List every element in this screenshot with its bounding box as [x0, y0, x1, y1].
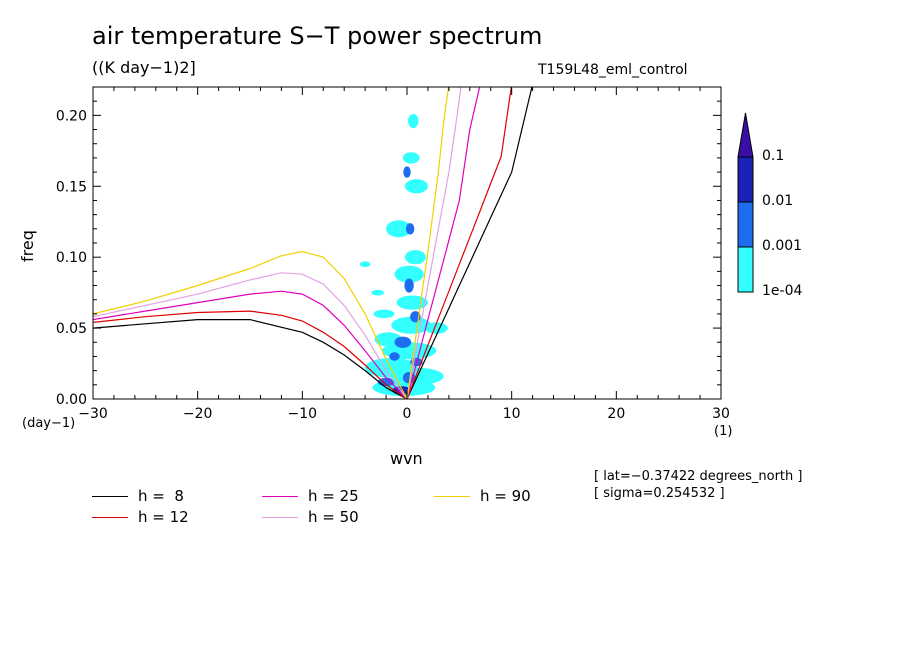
power-contour-22	[389, 352, 400, 361]
y-tick-label-2: 0.10	[56, 250, 87, 266]
y-tick-label-4: 0.20	[56, 108, 87, 124]
legend-line-swatch	[262, 496, 298, 497]
colorbar-extend-triangle	[737, 112, 754, 158]
power-contour-2	[404, 179, 428, 194]
power-contour-4	[404, 250, 426, 265]
legend-entry: h = 8	[92, 487, 184, 505]
legend-label: h = 8	[138, 487, 184, 505]
power-contour-0	[408, 113, 419, 129]
dispersion-curve-kelvin-3	[406, 87, 462, 399]
y-axis-units: (day−1)	[22, 416, 76, 431]
chart-title: air temperature S−T power spectrum	[92, 22, 543, 50]
x-tick-label-1: −20	[183, 406, 213, 422]
dispersion-curve-rossby-0	[93, 319, 408, 399]
x-tick-label-3: 0	[403, 406, 412, 422]
dispersion-curve-kelvin-0	[406, 87, 533, 399]
colorbar-level-label: 0.001	[762, 238, 803, 254]
legend-entry: h = 50	[262, 508, 359, 526]
x-tick-label-2: −10	[288, 406, 318, 422]
dispersion-curve-kelvin-1	[406, 87, 512, 399]
legend-entry: h = 25	[262, 487, 359, 505]
chart-units-subtitle: ((K day−1)2]	[92, 58, 196, 77]
latitude-annotation: [ lat=−0.37422 degrees_north ]	[594, 469, 803, 484]
power-contour-11	[424, 322, 448, 334]
sigma-annotation: [ sigma=0.254532 ]	[594, 486, 725, 501]
colorbar-band-0	[737, 246, 754, 293]
power-contour-3	[386, 220, 412, 238]
x-tick-label-4: 10	[503, 406, 521, 422]
x-axis-label: wvn	[390, 449, 423, 468]
legend-label: h = 25	[308, 487, 359, 505]
dispersion-curve-rossby-4	[93, 250, 408, 399]
x-tick-label-5: 20	[607, 406, 625, 422]
power-contour-6	[371, 289, 384, 296]
power-contour-21	[394, 336, 412, 348]
legend-line-swatch	[262, 517, 298, 518]
legend-label: h = 90	[480, 487, 531, 505]
dispersion-curve-rossby-3	[93, 272, 408, 399]
x-tick-label-0: −30	[78, 406, 108, 422]
colorbar-band-1	[737, 201, 754, 248]
power-contour-18	[405, 223, 415, 235]
dispersion-curve-rossby-2	[93, 290, 408, 399]
legend-line-swatch	[92, 517, 128, 518]
colorbar-level-label: 0.01	[762, 193, 794, 209]
y-tick-label-3: 0.15	[56, 179, 87, 195]
colorbar-level-label: 0.1	[762, 148, 785, 164]
colorbar-level-label: 1e-04	[762, 283, 803, 299]
legend-entry: h = 90	[434, 487, 531, 505]
colorbar-band-2	[737, 156, 754, 203]
y-tick-label-1: 0.05	[56, 321, 87, 337]
power-contour-8	[396, 295, 428, 310]
power-contour-5	[359, 261, 371, 268]
power-contour-17	[403, 166, 411, 178]
legend-label: h = 50	[308, 508, 359, 526]
power-contour-9	[373, 309, 395, 319]
dispersion-curve-kelvin-2	[406, 87, 481, 399]
run-id-label: T159L48_eml_control	[538, 62, 688, 78]
power-contour-19	[404, 278, 414, 293]
x-axis-units: (1)	[714, 424, 733, 439]
dispersion-curve-rossby-1	[93, 310, 408, 399]
y-tick-label-0: 0.00	[56, 392, 87, 408]
legend-label: h = 12	[138, 508, 189, 526]
x-tick-label-6: 30	[712, 406, 730, 422]
dispersion-curve-kelvin-4	[406, 87, 450, 399]
power-contour-1	[402, 152, 420, 164]
legend-entry: h = 12	[92, 508, 189, 526]
legend-line-swatch	[92, 496, 128, 497]
legend-line-swatch	[434, 496, 470, 497]
power-contour-7	[394, 265, 424, 283]
